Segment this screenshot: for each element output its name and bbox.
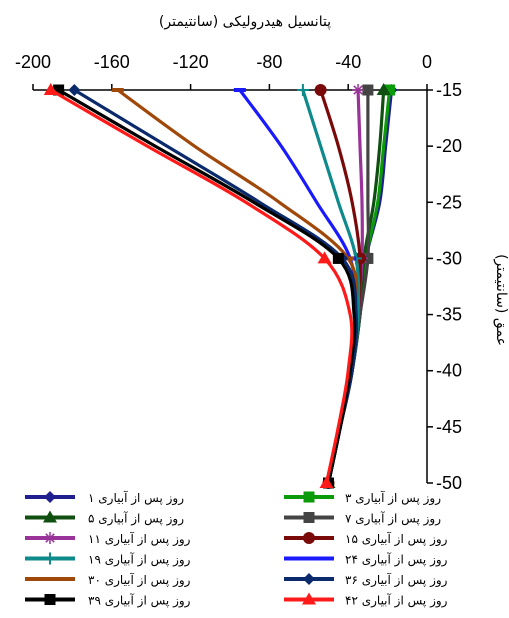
series-11: [53, 84, 357, 489]
series-12: [43, 83, 354, 488]
data-point-marker: [314, 84, 327, 96]
data-point-marker: [44, 577, 56, 581]
legend-item: ۳۶ روز پس از آبیاری: [284, 572, 448, 588]
legend-item: ۳۰ روز پس از آبیاری: [25, 572, 191, 588]
data-point-marker: [68, 84, 81, 96]
legend-label: ۴۲ روز پس از آبیاری: [345, 593, 448, 609]
legend-label: ۳۹ روز پس از آبیاری: [88, 593, 191, 609]
legend-label: ۱۹ روز پس از آبیاری: [88, 552, 191, 568]
data-point-marker: [53, 84, 65, 96]
data-point-marker: [43, 83, 58, 95]
legend-label: ۳۰ روز پس از آبیاری: [88, 572, 191, 588]
y-tick-label: -25: [436, 192, 462, 212]
legend-label: ۱۱ روز پس از آبیاری: [88, 531, 191, 547]
data-point-marker: [352, 84, 365, 96]
legend: ۱ روز پس از آبیاری ۳ روز پس از آبیاری ۵ رو…: [25, 490, 448, 609]
legend-label: ۲۴ روز پس از آبیاری: [345, 552, 448, 568]
legend-label: ۷ روز پس از آبیاری: [345, 511, 441, 527]
series-line: [72, 88, 359, 485]
data-point-marker: [332, 252, 344, 264]
legend-label: ۳۶ روز پس از آبیاری: [345, 572, 448, 588]
data-point-marker: [303, 532, 315, 544]
plot-area: [43, 83, 398, 489]
legend-item: ۱۱ روز پس از آبیاری: [25, 531, 191, 547]
x-tick-label: -40: [335, 52, 361, 72]
y-tick-label: -30: [436, 248, 462, 268]
series-4: [323, 84, 374, 489]
legend-label: ۵ روز پس از آبیاری: [88, 511, 184, 527]
data-point-marker: [233, 88, 246, 92]
legend-label: ۳ روز پس از آبیاری: [345, 490, 441, 506]
data-point-marker: [302, 592, 316, 605]
legend-item: ۱۹ روز پس از آبیاری: [25, 552, 191, 568]
x-axis-title: پتانسیل هیدرولیکی (سانتیمتر): [159, 14, 331, 30]
x-tick-label: -120: [173, 52, 209, 72]
legend-label: ۱۵ روز پس از آبیاری: [345, 531, 448, 547]
legend-label: ۱ روز پس از آبیاری: [88, 490, 184, 506]
axes: -200 -160 -120 -80 -40 0-15 -20 -25 -30 -35 -40 -45…: [15, 52, 462, 493]
y-axis-title: عمق (سانتیمتر): [493, 254, 509, 346]
y-tick-label: -50: [436, 473, 462, 493]
data-point-marker: [44, 552, 56, 565]
x-tick-label: 0: [422, 52, 432, 72]
legend-item: ۱۵ روز پس از آبیاری: [284, 531, 448, 547]
series-line: [57, 88, 357, 485]
data-point-marker: [384, 84, 396, 96]
y-tick-label: -40: [436, 361, 462, 381]
x-tick-label: -160: [94, 52, 130, 72]
x-tick-label: -200: [15, 52, 51, 72]
legend-item: ۲۴ روز پس از آبیاری: [284, 552, 448, 568]
y-tick-label: -15: [436, 80, 462, 100]
legend-item: ۴۲ روز پس از آبیاری: [284, 592, 448, 609]
data-point-marker: [111, 88, 124, 92]
data-point-marker: [44, 594, 56, 605]
data-point-marker: [44, 491, 56, 503]
legend-item: ۵ روز پس از آبیاری: [25, 510, 184, 527]
data-point-marker: [317, 251, 332, 264]
data-point-marker: [362, 84, 374, 96]
data-point-marker: [303, 556, 315, 561]
data-point-marker: [44, 532, 56, 544]
data-point-marker: [376, 83, 391, 95]
series-10: [68, 84, 359, 489]
y-tick-label: -35: [436, 305, 462, 325]
legend-item: ۷ روز پس از آبیاری: [284, 511, 441, 527]
y-tick-label: -20: [436, 136, 462, 156]
data-point-marker: [43, 510, 57, 523]
data-point-marker: [303, 573, 315, 585]
data-point-marker: [303, 512, 315, 523]
x-tick-label: -80: [256, 52, 282, 72]
legend-item: ۳ روز پس از آبیاری: [284, 490, 441, 506]
data-point-marker: [319, 476, 334, 488]
data-point-marker: [303, 491, 315, 503]
legend-item: ۱ روز پس از آبیاری: [25, 490, 184, 506]
legend-item: ۳۹ روز پس از آبیاری: [25, 593, 191, 609]
y-tick-label: -45: [436, 417, 462, 437]
data-point-marker: [296, 84, 309, 96]
